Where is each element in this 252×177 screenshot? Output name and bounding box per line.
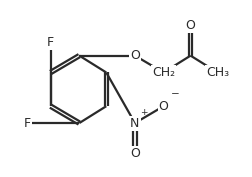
Text: CH₂: CH₂ (151, 66, 174, 79)
Text: O: O (130, 49, 139, 62)
Text: O: O (158, 100, 168, 113)
Text: N: N (130, 117, 139, 130)
Text: CH₃: CH₃ (205, 66, 228, 79)
Text: F: F (47, 36, 54, 49)
Text: O: O (185, 19, 195, 32)
Text: O: O (130, 147, 139, 160)
Text: F: F (23, 117, 30, 130)
Text: +: + (140, 108, 147, 117)
Text: −: − (170, 89, 179, 99)
